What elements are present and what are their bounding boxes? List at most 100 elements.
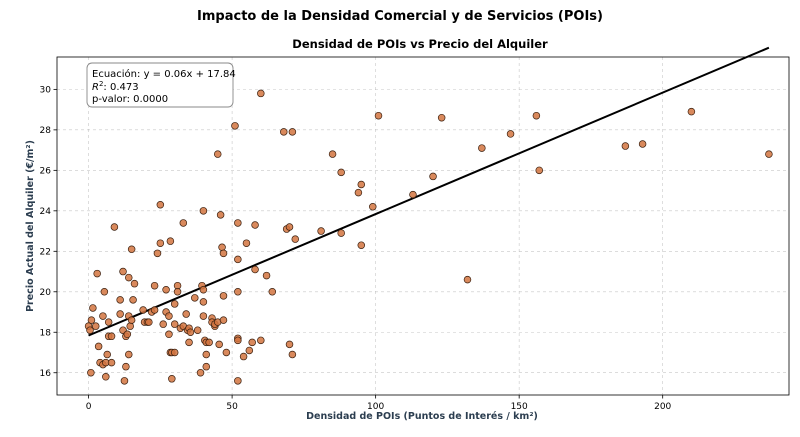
data-point <box>357 180 366 189</box>
data-point <box>92 322 100 330</box>
data-point <box>165 312 173 320</box>
data-point <box>119 267 127 276</box>
data-point <box>202 350 211 359</box>
data-point <box>215 340 223 349</box>
x-tick-label: 150 <box>511 402 528 412</box>
data-point <box>765 150 773 158</box>
data-point <box>165 330 173 339</box>
data-point <box>86 326 94 334</box>
data-point <box>262 271 271 280</box>
data-point <box>506 130 515 138</box>
plot-frame <box>56 56 790 396</box>
data-point <box>199 207 208 215</box>
data-point <box>199 312 208 320</box>
y-tick-label: 20 <box>40 288 52 298</box>
data-point <box>257 89 265 98</box>
data-point <box>159 320 167 328</box>
data-point <box>218 243 226 252</box>
data-point <box>357 241 366 249</box>
data-points <box>84 89 773 385</box>
data-point <box>234 336 242 345</box>
data-point <box>437 113 446 122</box>
data-point <box>145 318 153 326</box>
axis-ticks: 0 50 100 150 200 16 18 20 22 24 26 28 30 <box>40 86 672 412</box>
data-point <box>150 281 159 290</box>
data-point <box>196 368 205 377</box>
data-point <box>125 273 133 282</box>
data-point <box>202 362 211 371</box>
data-point <box>285 223 294 231</box>
data-point <box>126 322 134 330</box>
data-point <box>288 350 297 359</box>
data-point <box>110 223 119 231</box>
data-point <box>179 219 188 227</box>
data-point <box>120 377 129 385</box>
data-point <box>87 316 96 324</box>
data-point <box>463 275 472 284</box>
data-point <box>156 200 165 209</box>
x-tick-label: 50 <box>226 402 238 412</box>
data-point <box>248 338 256 347</box>
data-point <box>234 255 242 264</box>
data-point <box>102 373 110 381</box>
y-tick-label: 30 <box>40 86 52 96</box>
data-point <box>242 239 251 247</box>
x-tick-label: 200 <box>654 402 671 412</box>
data-point <box>182 310 190 318</box>
data-point <box>638 140 647 148</box>
data-point <box>216 211 225 219</box>
annotation-r2-symbol: R <box>92 82 99 93</box>
data-point <box>214 150 222 158</box>
data-point <box>234 288 242 296</box>
data-point <box>288 128 297 136</box>
data-point <box>168 375 176 383</box>
annotation-r2: R2: 0.473 <box>92 80 139 93</box>
x-axis-label: Densidad de POIs (Puntos de Interés / km… <box>306 411 538 422</box>
data-point <box>107 332 116 341</box>
data-point <box>478 144 486 152</box>
data-point <box>337 168 345 177</box>
data-point <box>156 239 165 247</box>
annotation-box <box>86 62 234 108</box>
data-point <box>687 107 696 116</box>
y-tick-label: 16 <box>40 369 52 379</box>
data-point <box>94 342 103 351</box>
y-tick-label: 18 <box>40 328 52 338</box>
data-point <box>429 172 437 181</box>
data-point <box>99 312 107 320</box>
data-point <box>153 249 162 258</box>
data-point <box>193 326 202 334</box>
data-point <box>234 377 242 385</box>
data-point <box>354 188 363 197</box>
data-point <box>245 346 254 355</box>
data-point <box>291 235 300 243</box>
data-point <box>150 306 159 314</box>
data-point <box>166 237 175 245</box>
data-point <box>369 203 377 211</box>
y-tick-label: 28 <box>40 126 52 136</box>
annotation-pvalue: p-valor: 0.0000 <box>92 94 168 105</box>
figure-title: Impacto de la Densidad Comercial y de Se… <box>197 9 603 24</box>
y-tick-label: 26 <box>40 167 52 177</box>
data-point <box>239 352 248 361</box>
data-point <box>328 150 337 158</box>
equation-annotation: Ecuación: y = 0.06x + 17.84 R2: 0.473 p-… <box>86 62 236 108</box>
data-point <box>122 362 130 371</box>
data-point <box>162 286 170 294</box>
data-point <box>104 318 113 326</box>
data-point <box>219 316 228 324</box>
data-point <box>139 306 147 314</box>
x-tick-label: 0 <box>86 402 92 412</box>
data-point <box>186 328 195 337</box>
data-point <box>107 358 116 367</box>
data-point <box>535 166 544 175</box>
data-point <box>170 320 179 328</box>
data-point <box>123 330 132 339</box>
data-point <box>219 249 228 258</box>
data-point <box>93 269 101 278</box>
data-point <box>317 227 325 235</box>
data-point <box>285 340 294 349</box>
y-tick-label: 24 <box>40 207 52 217</box>
data-point <box>257 336 265 345</box>
data-point <box>125 350 133 359</box>
